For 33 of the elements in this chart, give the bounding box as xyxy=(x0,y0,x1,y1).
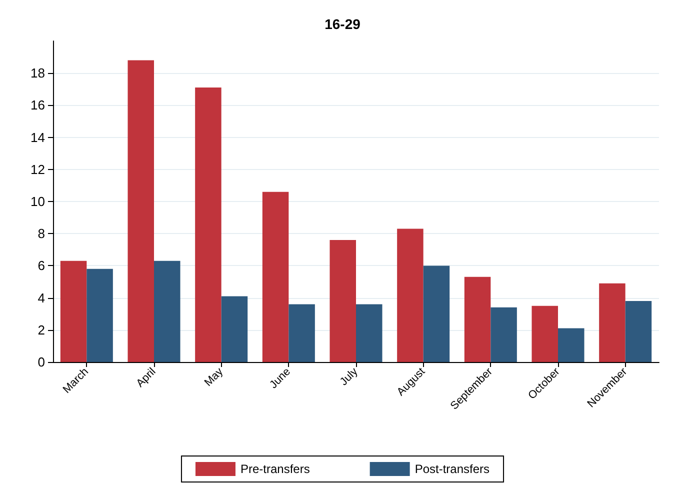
y-tick-label: 2 xyxy=(38,322,45,338)
y-tick-label: 6 xyxy=(38,258,45,274)
bar xyxy=(195,88,222,362)
bar xyxy=(221,296,248,362)
y-tick-label: 16 xyxy=(30,98,45,113)
bar xyxy=(599,283,626,362)
y-tick-label: 12 xyxy=(30,162,45,177)
bar xyxy=(423,266,450,362)
bar xyxy=(490,307,517,362)
bar xyxy=(262,192,289,362)
chart-title: 16-29 xyxy=(324,16,361,32)
bar xyxy=(154,260,180,362)
bar xyxy=(532,306,558,362)
legend-label: Pre-transfers xyxy=(240,462,310,476)
bar xyxy=(330,240,356,362)
bar xyxy=(464,276,491,362)
y-tick-label: 8 xyxy=(38,226,45,242)
bar xyxy=(356,304,382,362)
bar xyxy=(86,268,113,362)
y-tick-label: 4 xyxy=(38,290,45,306)
bar xyxy=(397,228,424,362)
bar xyxy=(558,328,584,362)
bar xyxy=(128,60,154,362)
y-tick-label: 14 xyxy=(30,130,45,145)
x-tick-label: July xyxy=(338,365,361,388)
y-tick-label: 10 xyxy=(30,194,45,209)
x-tick-label: May xyxy=(202,365,226,389)
y-tick-label: 18 xyxy=(30,66,45,81)
bar xyxy=(60,260,87,362)
y-tick-label: 0 xyxy=(38,354,45,370)
legend-label: Post-transfers xyxy=(414,462,490,476)
bar xyxy=(625,301,652,362)
bar xyxy=(288,304,315,362)
